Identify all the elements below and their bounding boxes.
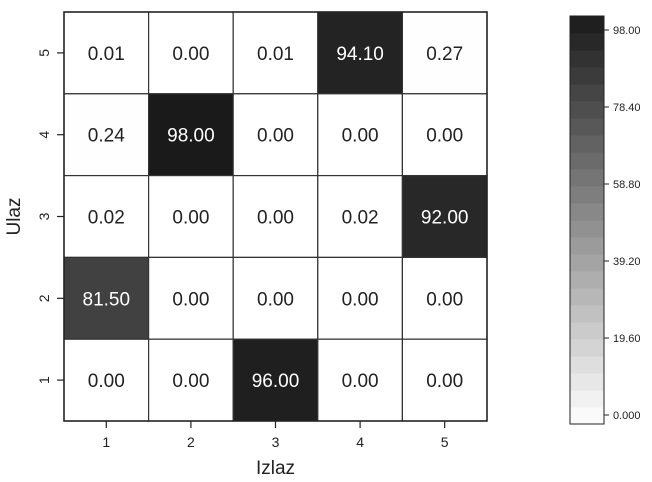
- heatmap-cell: [232, 93, 319, 177]
- colorbar-tick-label: 98.00: [613, 25, 641, 37]
- colorbar-segment: [570, 305, 604, 323]
- heatmap-cell: [148, 11, 234, 95]
- heatmap-cell: [148, 338, 234, 422]
- heatmap-cell: [63, 338, 150, 422]
- colorbar-segment: [570, 33, 604, 51]
- colorbar: 98.00 78.40 58.80 39.20 19.60 0.000: [569, 15, 641, 425]
- colorbar-segment: [570, 16, 604, 34]
- heatmap-cell-label: 94.10: [336, 44, 384, 65]
- heatmap-cell-label: 0.00: [426, 371, 463, 392]
- heatmap-cell-label: 0.00: [172, 44, 209, 65]
- heatmap-cell: [317, 256, 403, 340]
- x-axis-ticks: 1 2 3 4 5: [102, 421, 449, 450]
- x-tick-label: 2: [187, 434, 195, 450]
- heatmap-cell-label: 0.27: [426, 44, 463, 65]
- colorbar-frame: [569, 15, 605, 425]
- heatmap-cell-label: 0.00: [342, 289, 379, 310]
- heatmap-cell: [401, 256, 488, 340]
- x-tick-label: 4: [356, 434, 364, 450]
- heatmap-cell-label: 0.00: [257, 289, 294, 310]
- heatmap-cell-label: 96.00: [252, 371, 300, 392]
- colorbar-segment: [570, 271, 604, 289]
- heatmap-cell: [63, 93, 150, 177]
- colorbar-segment: [570, 390, 604, 408]
- colorbar-segment: [570, 118, 604, 136]
- heatmap-cell-label: 0.00: [88, 371, 125, 392]
- heatmap-cell-label: 0.01: [88, 44, 125, 65]
- x-tick-label: 3: [272, 434, 280, 450]
- heatmap-cell-label: 0.00: [426, 289, 463, 310]
- colorbar-segment: [570, 186, 604, 204]
- colorbar-segment: [570, 203, 604, 221]
- heatmap-cell: [317, 11, 403, 95]
- heatmap-cell-label: 0.00: [172, 208, 209, 229]
- colorbar-segment: [570, 356, 604, 374]
- y-tick-label: 2: [36, 294, 52, 302]
- heatmap-cell-label: 0.00: [342, 371, 379, 392]
- colorbar-segment: [570, 135, 604, 153]
- heatmap-cell: [148, 175, 234, 259]
- heatmap-cell: [63, 11, 150, 95]
- colorbar-segment: [570, 50, 604, 68]
- heatmap-cell-label: 0.00: [342, 126, 379, 147]
- colorbar-tick-label: 58.80: [613, 179, 641, 191]
- heatmap-cell-label: 0.00: [172, 289, 209, 310]
- colorbar-segment: [570, 254, 604, 272]
- x-tick-label: 1: [102, 434, 110, 450]
- colorbar-tick-label: 0.000: [613, 410, 641, 422]
- heatmap-cell-labels: 0.01 0.00 0.01 94.10 0.27 0.24 98.00 0.00 0.00 0.…: [83, 44, 469, 392]
- colorbar-segment: [570, 339, 604, 357]
- y-tick-label: 1: [36, 376, 52, 384]
- heatmap-cell: [317, 175, 403, 259]
- colorbar-segment: [570, 322, 604, 340]
- heatmap-cell-label: 98.00: [167, 126, 215, 147]
- colorbar-segment: [570, 101, 604, 119]
- heatmap-cell-label: 0.24: [88, 126, 125, 147]
- heatmap-cell-label: 0.00: [172, 371, 209, 392]
- y-tick-label: 3: [36, 212, 52, 220]
- colorbar-segment: [570, 407, 604, 425]
- y-axis-ticks: 5 4 3 2 1: [36, 49, 64, 384]
- y-tick-label: 5: [36, 49, 52, 57]
- heatmap-cell: [401, 93, 488, 177]
- heatmap-cell-label: 0.00: [426, 126, 463, 147]
- y-axis-label: Ulaz: [4, 197, 25, 235]
- heatmap-cells: [63, 11, 488, 422]
- colorbar-segment: [570, 288, 604, 306]
- heatmap-cell: [401, 338, 488, 422]
- x-axis-label: Izlaz: [256, 458, 295, 479]
- y-tick-label: 4: [36, 131, 52, 139]
- colorbar-tick-label: 19.60: [613, 333, 641, 345]
- colorbar-segment: [570, 152, 604, 170]
- heatmap-cell-label: 0.02: [88, 208, 125, 229]
- heatmap-cell: [232, 338, 319, 422]
- heatmap-cell-label: 81.50: [83, 289, 131, 310]
- heatmap-cell-label: 0.00: [257, 208, 294, 229]
- colorbar-tick-label: 78.40: [613, 102, 641, 114]
- colorbar-segment: [570, 373, 604, 391]
- colorbar-segment: [570, 67, 604, 85]
- x-tick-label: 5: [441, 434, 449, 450]
- heatmap-cell-label: 0.02: [342, 208, 379, 229]
- heatmap-cell: [232, 256, 319, 340]
- colorbar-segment: [570, 84, 604, 102]
- heatmap-cell-label: 0.00: [257, 126, 294, 147]
- colorbar-tick-label: 39.20: [613, 256, 641, 268]
- colorbar-segment: [570, 220, 604, 238]
- colorbar-segment: [570, 169, 604, 187]
- colorbar-segment: [570, 237, 604, 255]
- heatmap-cell-label: 0.01: [257, 44, 294, 65]
- heatmap-cell: [148, 256, 234, 340]
- heatmap-cell-label: 92.00: [421, 208, 469, 229]
